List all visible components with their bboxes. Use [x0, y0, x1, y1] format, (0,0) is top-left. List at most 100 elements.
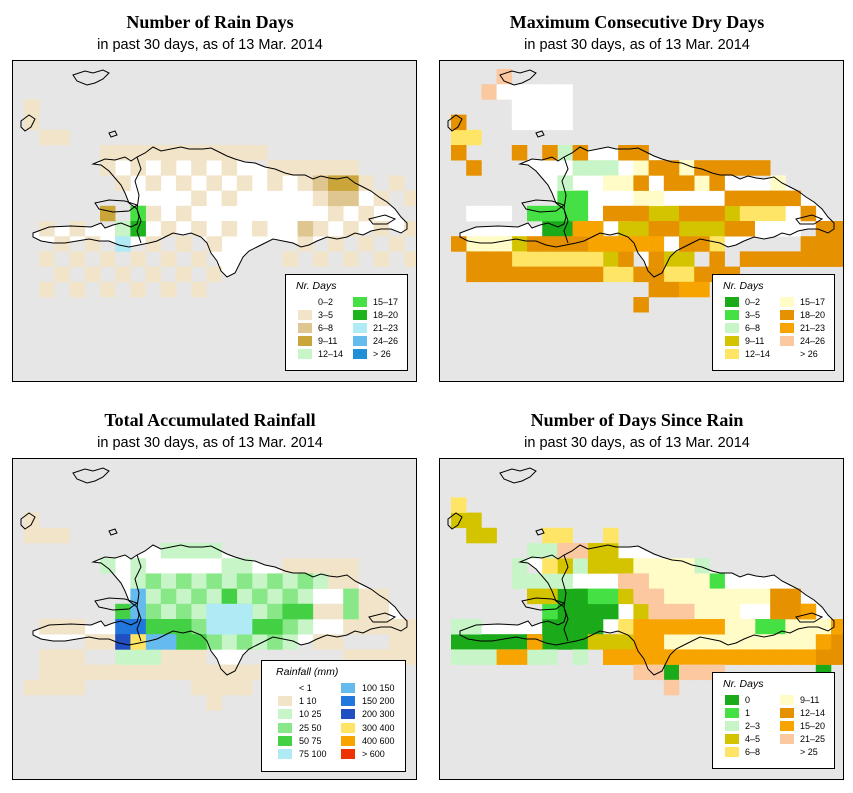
grid-cell: [191, 649, 207, 665]
grid-cell: [527, 266, 543, 283]
grid-cell: [603, 527, 619, 544]
grid-cell: [770, 175, 786, 191]
grid-cell: [312, 221, 329, 237]
grid-cell: [633, 145, 649, 161]
legend-label: 6–8: [745, 747, 761, 757]
grid-cell: [481, 634, 497, 650]
grid-cell: [466, 649, 482, 665]
grid-cell: [404, 221, 416, 237]
grid-cell: [328, 634, 344, 650]
panel-title: Number of Rain Days: [126, 12, 294, 32]
grid-cell: [236, 145, 253, 161]
grid-cell: [24, 99, 40, 115]
legend-entry: 15–20: [780, 721, 825, 732]
grid-cell: [466, 619, 482, 635]
legend-box: Nr. Days 0 1 2–3 4–5 6–8 9–11 12–14 15–20 21–25 >…: [712, 672, 835, 769]
grid-cell: [618, 588, 634, 605]
grid-cell: [236, 679, 253, 696]
grid-cell: [221, 145, 238, 161]
grid-cell: [587, 543, 604, 559]
grid-cell: [511, 145, 528, 161]
grid-cell: [176, 236, 192, 252]
grid-cell: [236, 573, 253, 589]
grid-cell: [221, 664, 238, 681]
grid-cell: [633, 221, 649, 237]
grid-cell: [282, 573, 298, 589]
grid-cell: [236, 588, 253, 605]
grid-cell: [481, 266, 497, 283]
small-island-coastline: [368, 612, 397, 623]
grid-cell: [557, 236, 573, 252]
grid-cell: [206, 266, 222, 283]
grid-cell: [694, 664, 710, 681]
country-border: [134, 554, 142, 642]
grid-cell: [663, 619, 680, 635]
grid-cell: [618, 634, 634, 650]
grid-cell: [54, 619, 70, 635]
grid-cell: [648, 281, 665, 298]
grid-cell: [100, 251, 116, 267]
grid-cell: [221, 160, 238, 176]
grid-cell: [709, 175, 725, 191]
grid-cell: [663, 281, 680, 298]
grid-cell: [587, 236, 604, 252]
grid-cell: [191, 679, 207, 696]
grid-cell: [618, 558, 634, 574]
legend-entry: > 26: [353, 349, 391, 360]
grid-cell: [785, 221, 801, 237]
legend-label: > 26: [373, 349, 391, 359]
grid-cell: [343, 160, 359, 176]
legend-entry: 12–14: [298, 349, 343, 360]
grid-cell: [252, 619, 268, 635]
grid-cell: [115, 236, 131, 252]
grid-cell: [527, 84, 543, 100]
legend-entry: 10 25: [278, 709, 322, 720]
grid-cell: [709, 221, 725, 237]
legend-label: 100 150: [362, 683, 395, 693]
grid-cell: [160, 221, 177, 237]
grid-cell: [557, 543, 573, 559]
panel-title: Number of Days Since Rain: [530, 410, 744, 430]
grid-cell: [663, 221, 680, 237]
legend-swatch: [725, 349, 739, 359]
legend-label: > 600: [362, 749, 385, 759]
grid-cell: [176, 266, 192, 283]
grid-cell: [755, 649, 771, 665]
legend-label: 18–20: [373, 310, 399, 320]
grid-cell: [130, 573, 146, 589]
grid-cell: [130, 160, 146, 176]
grid-cell: [160, 588, 177, 605]
grid-cell: [739, 221, 756, 237]
grid-cell: [84, 266, 101, 283]
grid-cell: [679, 221, 695, 237]
grid-cell: [800, 236, 817, 252]
legend-box: Nr. Days 0–2 3–5 6–8 9–11 12–14 15–17 18–20 21–…: [712, 274, 835, 371]
legend-label: 24–26: [800, 336, 826, 346]
grid-cell: [191, 190, 207, 207]
grid-cell: [312, 558, 329, 574]
grid-cell: [511, 573, 528, 589]
grid-cell: [527, 634, 543, 650]
legend-label: 9–11: [745, 336, 765, 346]
grid-cell: [694, 573, 710, 589]
grid-cell: [451, 497, 467, 513]
grid-cell: [511, 634, 528, 650]
grid-cell: [663, 558, 680, 574]
grid-cell: [145, 175, 162, 191]
legend-swatch: [780, 708, 794, 718]
grid-cell: [694, 281, 710, 298]
grid-cell: [739, 619, 756, 635]
grid-cell: [252, 588, 268, 605]
grid-cell: [451, 634, 467, 650]
grid-cell: [24, 679, 40, 696]
legend-label: 25 50: [299, 722, 322, 733]
grid-cell: [100, 281, 116, 298]
grid-cell: [54, 679, 70, 696]
grid-cell: [206, 588, 222, 605]
legend-entry: 50 75: [278, 735, 322, 747]
grid-cell: [404, 251, 416, 267]
grid-cell: [343, 190, 359, 207]
grid-cell: [236, 175, 253, 191]
legend-entry: 1: [725, 708, 750, 719]
panel-title: Total Accumulated Rainfall: [104, 410, 316, 430]
